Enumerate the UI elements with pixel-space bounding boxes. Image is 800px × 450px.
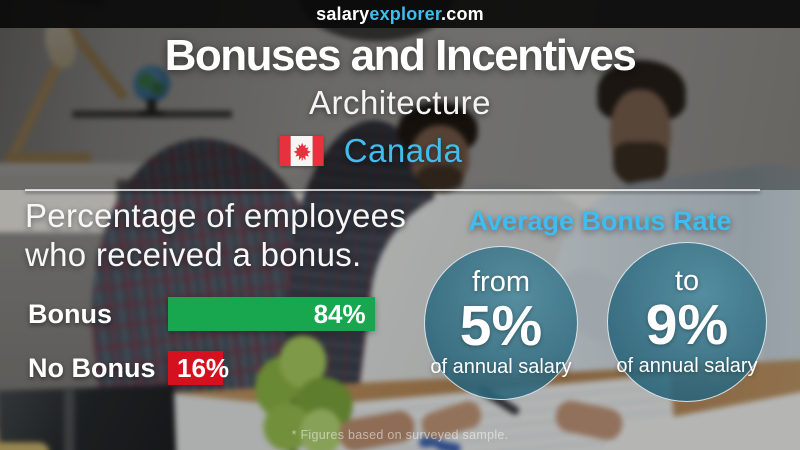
flag-red-band: [312, 136, 324, 166]
brand-salary: salary: [316, 3, 370, 24]
chart-heading-line2: who received a bonus.: [25, 236, 362, 273]
brand-domain: .com: [441, 3, 484, 24]
rate-caption: of annual salary: [430, 356, 572, 378]
footnote: * Figures based on surveyed sample.: [291, 428, 509, 442]
page-title: Bonuses and Incentives: [164, 31, 637, 80]
rate-qualifier: to: [674, 265, 700, 297]
rate-circle-to: to 9% of annual salary: [607, 242, 767, 402]
rate-caption: of annual salary: [616, 355, 758, 377]
bar-fill-bonus: 84%: [168, 297, 375, 331]
chart-heading-line1: Percentage of employees: [25, 197, 407, 234]
bar-value-no-bonus: 16%: [177, 352, 230, 383]
rate-value: 9%: [645, 293, 729, 357]
bg-desk-items: [0, 442, 50, 450]
maple-leaf-icon: [293, 142, 311, 160]
brand-explorer: explorer: [369, 3, 442, 24]
site-header-bar: salaryexplorer.com: [0, 0, 800, 28]
flag-white-band: [290, 136, 313, 166]
country-row: Canada: [279, 132, 463, 170]
site-brand: salaryexplorer.com: [316, 4, 484, 25]
bar-fill-no-bonus: 16%: [168, 351, 229, 385]
page-subtitle: Architecture: [308, 84, 492, 121]
bg-monitor-edge: [64, 389, 75, 450]
canada-flag-icon: [279, 136, 324, 166]
bg-plant: [300, 408, 343, 450]
bar-label-no-bonus: No Bonus: [28, 352, 156, 383]
bar-label-bonus: Bonus: [28, 298, 112, 329]
bar-row-bonus: Bonus 84%: [28, 297, 375, 331]
rate-section-title: Average Bonus Rate: [468, 206, 732, 236]
header-dark-overlay: [0, 0, 800, 190]
header-divider-line: [25, 189, 760, 191]
chart-heading: Percentage of employees who received a b…: [25, 196, 445, 274]
bar-row-no-bonus: No Bonus 16%: [28, 351, 229, 385]
rate-qualifier: from: [472, 266, 530, 298]
rate-value: 5%: [459, 294, 543, 358]
rate-circle-from: from 5% of annual salary: [424, 246, 578, 400]
bar-value-bonus: 84%: [313, 298, 366, 329]
flag-red-band: [279, 136, 291, 166]
country-name: Canada: [343, 132, 463, 169]
